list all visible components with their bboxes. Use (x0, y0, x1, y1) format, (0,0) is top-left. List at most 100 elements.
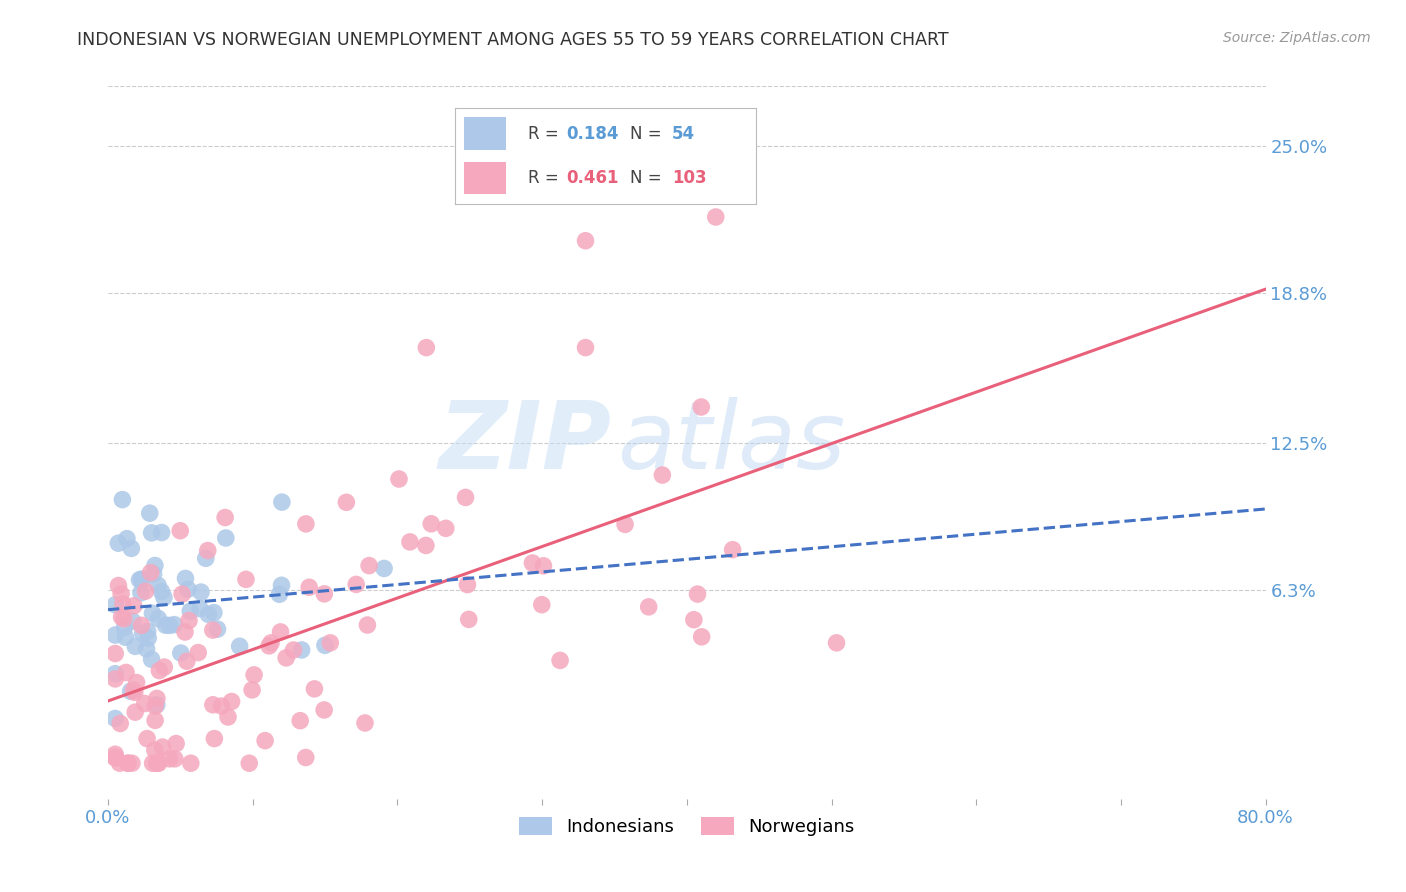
Point (283, 643, 305, 657)
Point (201, 698, 224, 712)
Point (150, 584, 173, 599)
Point (112, 612, 135, 626)
Point (190, 585, 212, 599)
Point (228, 639, 250, 653)
Point (690, 630, 713, 644)
Point (176, 654, 198, 668)
Point (238, 756, 260, 771)
Point (128, 573, 150, 587)
Point (120, 541, 142, 556)
Point (294, 750, 316, 764)
Point (165, 737, 187, 751)
Point (170, 646, 193, 660)
Point (270, 495, 292, 509)
Point (131, 618, 153, 632)
Point (141, 607, 163, 621)
Point (146, 756, 169, 771)
Point (136, 631, 159, 645)
Point (143, 558, 166, 573)
Point (122, 683, 145, 698)
Point (108, 756, 131, 771)
Point (107, 578, 129, 592)
Point (704, 210, 727, 224)
Point (146, 691, 169, 706)
Point (260, 636, 283, 650)
Point (174, 625, 197, 640)
Point (214, 510, 236, 524)
Point (457, 612, 479, 626)
Point (108, 716, 131, 731)
Point (548, 653, 571, 667)
Point (194, 551, 217, 566)
Point (201, 623, 224, 637)
Point (124, 640, 146, 654)
Point (530, 598, 553, 612)
Point (290, 714, 312, 728)
Point (825, 636, 848, 650)
Point (104, 751, 127, 765)
Point (172, 587, 194, 601)
Point (122, 599, 145, 613)
Point (215, 531, 238, 545)
Point (690, 400, 713, 414)
Point (163, 752, 186, 766)
Point (314, 638, 336, 652)
Point (124, 705, 146, 719)
Point (159, 618, 181, 632)
Point (121, 614, 143, 628)
Point (104, 647, 127, 661)
Point (319, 636, 342, 650)
Point (522, 556, 544, 570)
Point (142, 756, 165, 771)
Point (148, 664, 170, 678)
Point (683, 613, 706, 627)
Point (134, 584, 156, 599)
Point (533, 558, 555, 573)
Point (155, 618, 177, 632)
Point (159, 752, 181, 766)
Point (135, 641, 157, 656)
Point (163, 617, 186, 632)
Point (153, 660, 176, 674)
Point (207, 622, 229, 636)
Point (179, 604, 201, 618)
Point (115, 665, 138, 680)
Point (150, 525, 173, 540)
Point (454, 491, 477, 505)
Point (138, 506, 160, 520)
Point (143, 699, 166, 714)
Point (180, 756, 202, 771)
Point (235, 573, 257, 587)
Point (456, 577, 478, 591)
Point (146, 578, 169, 592)
Point (111, 597, 134, 611)
Point (291, 643, 314, 657)
Point (145, 756, 167, 771)
Point (131, 626, 153, 640)
Point (202, 606, 225, 620)
Point (104, 628, 127, 642)
Point (399, 535, 422, 549)
Point (177, 582, 200, 597)
Point (270, 624, 292, 639)
Point (120, 684, 142, 698)
Point (614, 517, 637, 532)
Point (298, 580, 321, 594)
Point (139, 566, 162, 580)
Point (148, 756, 170, 771)
Point (197, 607, 219, 622)
Point (354, 716, 377, 731)
Point (104, 750, 127, 764)
Point (124, 685, 146, 699)
Point (202, 731, 225, 746)
Point (721, 542, 744, 557)
Point (136, 731, 159, 746)
Point (356, 618, 378, 632)
Point (211, 699, 233, 714)
Point (243, 668, 266, 682)
Point (373, 561, 395, 575)
Point (257, 639, 280, 653)
Point (131, 572, 153, 586)
Point (574, 341, 596, 355)
Point (314, 587, 336, 601)
